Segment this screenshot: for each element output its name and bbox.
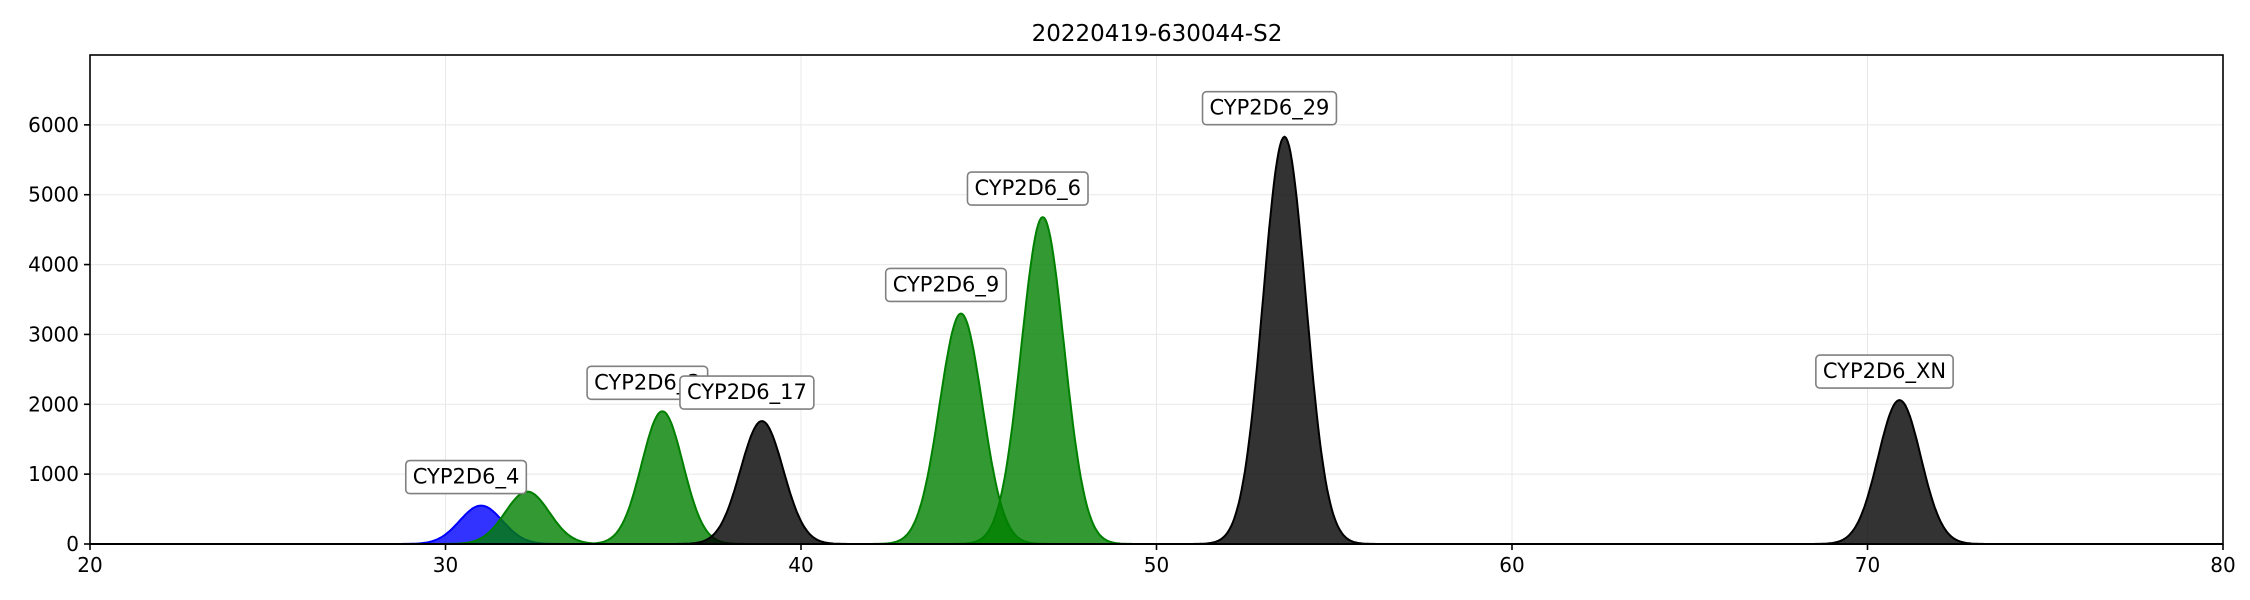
y-tick-label: 1000 (28, 462, 79, 486)
peak-label: CYP2D6_6 (966, 171, 1089, 206)
peak-label-text: CYP2D6_6 (974, 176, 1081, 201)
grid (89, 55, 2224, 545)
peak-label: CYP2D6_17 (679, 375, 815, 410)
peak-label-box (966, 171, 1089, 206)
peak-label-text: CYP2D6_29 (1210, 96, 1330, 121)
axis-ticks: 20 30 40 50 60 70 80 0 1000 2000 3000 4000 5000 6000 (28, 113, 2236, 577)
peak-labels: CYP2D6_4CYP2D6_3CYP2D6_17CYP2D6_9CYP2D6_… (404, 90, 1954, 495)
peak-label-text: CYP2D6_17 (687, 380, 807, 405)
peak-label-box (404, 459, 528, 495)
peak-area (935, 216, 1151, 545)
y-tick-label: 4000 (28, 253, 79, 277)
peak-label: CYP2D6_4 (404, 459, 528, 495)
peak-label: CYP2D6_29 (1201, 90, 1338, 126)
peak-label-text: CYP2D6_9 (893, 272, 1000, 297)
peak-area (1791, 399, 2008, 545)
y-tick-label: 3000 (28, 322, 79, 346)
x-tick-label: 30 (433, 553, 458, 577)
x-tick-label: 20 (77, 553, 102, 577)
y-tick-label: 2000 (28, 392, 79, 416)
peak-label-box (1815, 354, 1954, 389)
y-tick-label: 0 (66, 532, 79, 556)
peak-label: CYP2D6_9 (884, 267, 1008, 303)
x-tick-label: 60 (1499, 553, 1524, 577)
x-tick-label: 50 (1144, 553, 1169, 577)
x-tick-label: 70 (1855, 553, 1880, 577)
x-tick-label: 80 (2210, 553, 2235, 577)
peak-label-box (884, 267, 1008, 303)
peak-label-box (679, 375, 815, 410)
peaks (373, 135, 2008, 545)
x-tick-label: 40 (788, 553, 813, 577)
peak-area (1176, 135, 1393, 545)
y-tick-label: 5000 (28, 183, 79, 207)
peak-label: CYP2D6_XN (1815, 354, 1954, 389)
peak-label-box (1201, 90, 1338, 126)
y-tick-label: 6000 (28, 113, 79, 137)
peak-label-text: CYP2D6_4 (413, 465, 520, 490)
peak-label-text: CYP2D6_XN (1823, 359, 1946, 384)
chart-title: 20220419-630044-S2 (1032, 21, 1283, 47)
